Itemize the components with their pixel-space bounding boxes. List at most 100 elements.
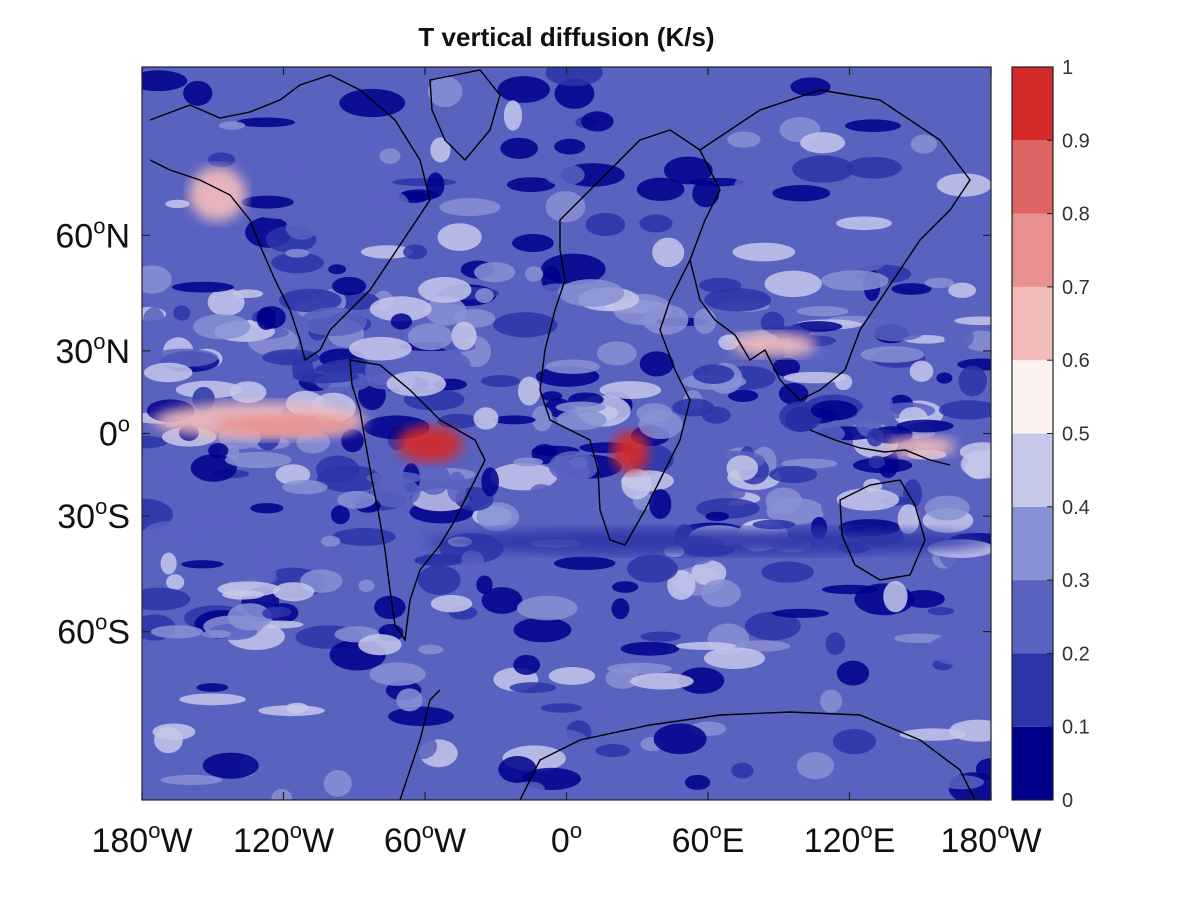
field-cell <box>358 634 402 656</box>
field-cell <box>481 467 499 497</box>
field-cell <box>640 631 682 642</box>
field-cell <box>790 77 831 97</box>
field-cell <box>810 400 858 421</box>
field-cell <box>943 324 974 350</box>
field-cell <box>819 478 837 501</box>
field-cell <box>611 581 639 593</box>
field-cell <box>636 177 685 202</box>
field-cell <box>957 358 991 371</box>
y-tick-label: 30oN <box>55 329 130 371</box>
field-cell <box>403 244 428 260</box>
field-cell <box>667 570 696 600</box>
coastline-australia <box>839 479 926 581</box>
field-cell <box>509 682 557 694</box>
field-cell <box>554 78 595 109</box>
field-cell <box>781 438 802 450</box>
feature-warm-pool <box>884 436 956 458</box>
field-cell <box>150 348 219 368</box>
field-cell <box>425 296 467 326</box>
field-cell <box>910 134 938 154</box>
field-cell <box>271 252 324 274</box>
field-cell <box>772 357 801 377</box>
field-cell <box>150 625 204 639</box>
colorbar-segment <box>1012 653 1053 727</box>
field-cell <box>513 617 572 643</box>
field-cell <box>752 519 796 530</box>
field-cell <box>621 470 674 492</box>
field-cell <box>893 633 945 643</box>
field-cell <box>728 389 759 402</box>
field-cell <box>554 138 586 155</box>
field-cell <box>672 398 715 417</box>
field-cell <box>181 560 224 569</box>
colorbar-label: 0.1 <box>1062 717 1090 739</box>
field-cell <box>275 464 311 485</box>
field-cell <box>744 611 801 641</box>
field-cell <box>473 407 499 430</box>
coastline-asia <box>689 89 971 401</box>
field-cell <box>413 554 463 567</box>
field-cell <box>450 659 479 668</box>
field-cell <box>517 376 541 406</box>
field-cell <box>142 265 172 294</box>
colorbar-segment <box>1012 67 1053 141</box>
field-cell <box>545 359 600 374</box>
field-cell <box>386 371 447 397</box>
field-cell <box>642 304 689 335</box>
field-cell <box>645 69 672 78</box>
field-cell <box>225 451 292 469</box>
field-cell <box>891 283 932 295</box>
field-cell <box>605 667 640 689</box>
field-cell <box>481 587 523 614</box>
field-cell <box>497 76 550 103</box>
field-cell <box>691 560 727 586</box>
field-cell <box>360 131 386 151</box>
colorbar-segment <box>1012 506 1053 581</box>
field-cell <box>262 607 282 620</box>
field-cell <box>727 131 761 148</box>
field-cell <box>825 632 845 656</box>
field-cell <box>379 148 401 164</box>
field-cell <box>356 792 410 800</box>
field-cell <box>390 313 413 330</box>
feature-central-africa-max <box>611 430 650 474</box>
field-cell <box>599 381 662 399</box>
field-cell <box>218 121 246 130</box>
field-cell <box>630 673 694 690</box>
field-cell <box>292 368 359 384</box>
field-cell <box>734 176 756 196</box>
field-cell <box>897 504 920 535</box>
coastline-antarctica <box>399 689 976 800</box>
field-cell <box>430 137 451 163</box>
field-cell <box>152 723 196 741</box>
field-cell <box>833 546 876 574</box>
field-cell <box>227 603 272 631</box>
field-cell <box>315 455 360 483</box>
field-cell <box>406 523 423 543</box>
field-cell <box>323 769 352 797</box>
field-cell <box>142 521 193 553</box>
field-cell <box>731 762 754 779</box>
field-cell <box>300 307 368 337</box>
field-cell <box>860 346 925 363</box>
y-tick-label: 60oN <box>55 213 130 255</box>
field-cell <box>761 561 814 583</box>
colorbar-label: 0.8 <box>1062 204 1090 226</box>
field-cell <box>692 180 720 208</box>
field-cell <box>285 702 309 714</box>
field-cell <box>282 479 328 495</box>
field-cell <box>503 100 523 131</box>
field-cell <box>684 774 711 790</box>
field-cell <box>173 305 191 321</box>
x-tick-label: 120oE <box>804 818 896 860</box>
x-tick-label: 0o <box>551 818 582 860</box>
field-cell <box>151 460 176 491</box>
field-cell <box>258 209 299 219</box>
field-cell <box>474 262 516 283</box>
field-cell <box>417 565 461 595</box>
field-cell <box>498 756 537 783</box>
field-cell <box>948 282 977 298</box>
field-cell <box>360 245 414 259</box>
field-cell <box>437 413 479 429</box>
field-cell <box>513 654 541 675</box>
